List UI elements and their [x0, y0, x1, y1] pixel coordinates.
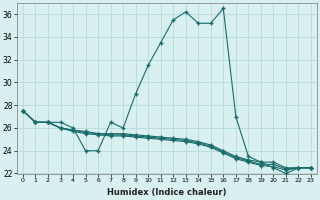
X-axis label: Humidex (Indice chaleur): Humidex (Indice chaleur) — [107, 188, 227, 197]
